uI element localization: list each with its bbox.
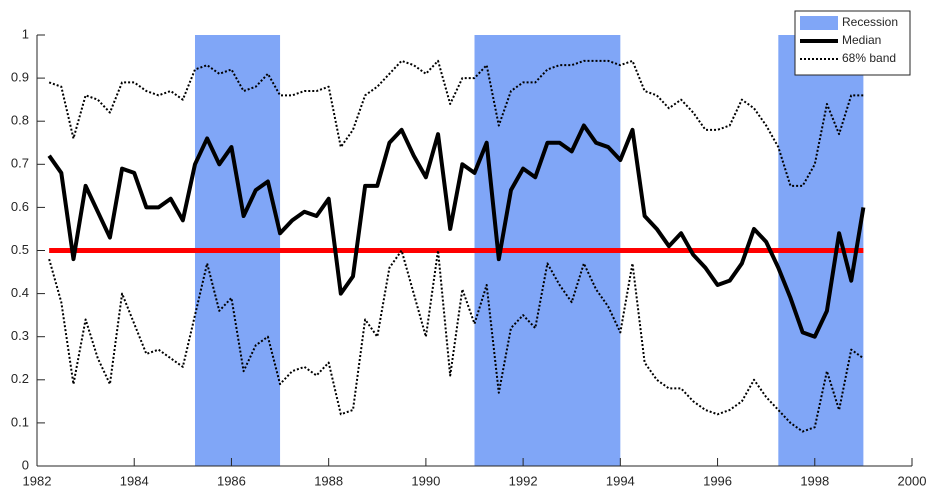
x-tick-label: 1988 (314, 473, 343, 488)
series-line (47, 123, 866, 339)
y-tick-label: 0.3 (11, 328, 29, 343)
y-tick-label: 0.2 (11, 371, 29, 386)
x-tick-label: 2000 (898, 473, 927, 488)
legend-label: Recession (842, 15, 898, 29)
series-line (48, 59, 864, 187)
y-tick-label: 0.8 (11, 113, 29, 128)
y-tick-label: 0.1 (11, 414, 29, 429)
y-tick-label: 0.6 (11, 199, 29, 214)
x-tick-label: 1990 (411, 473, 440, 488)
x-tick-label: 1994 (606, 473, 635, 488)
series-line (48, 249, 864, 433)
y-tick-label: 0.5 (11, 242, 29, 257)
y-tick-label: 0.4 (11, 285, 29, 300)
x-tick-label: 1986 (217, 473, 246, 488)
legend-label: Median (842, 33, 881, 47)
legend-swatch (800, 16, 838, 30)
x-tick-label: 1992 (509, 473, 538, 488)
y-tick-label: 1 (22, 26, 29, 41)
x-tick-label: 1998 (800, 473, 829, 488)
x-tick-label: 1984 (120, 473, 149, 488)
legend-label: 68% band (842, 51, 896, 65)
y-tick-label: 0.7 (11, 156, 29, 171)
y-tick-label: 0.9 (11, 70, 29, 85)
x-tick-label: 1996 (703, 473, 732, 488)
x-tick-label: 1982 (23, 473, 52, 488)
y-tick-label: 0 (22, 457, 29, 472)
